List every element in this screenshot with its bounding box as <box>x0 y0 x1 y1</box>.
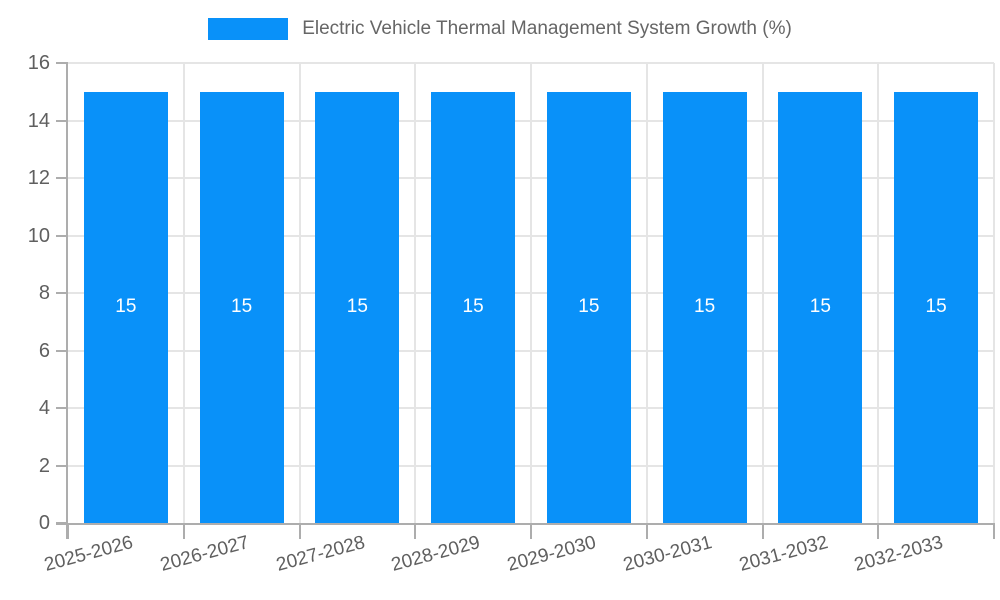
bar-value-label: 15 <box>809 296 831 318</box>
x-axis-tick <box>762 523 764 539</box>
x-axis-line <box>56 523 994 525</box>
bar[interactable]: 15 <box>894 91 979 523</box>
bar[interactable]: 15 <box>546 91 631 523</box>
legend-label: Electric Vehicle Thermal Management Syst… <box>302 18 792 39</box>
y-tick-label: 8 <box>38 282 50 304</box>
x-tick-label: 2031-2032 <box>736 532 830 576</box>
bar[interactable]: 15 <box>662 91 747 523</box>
x-axis-tick <box>646 523 648 539</box>
x-tick-label: 2028-2029 <box>389 532 483 576</box>
bar[interactable]: 15 <box>199 91 284 523</box>
y-axis-line <box>66 63 68 539</box>
y-axis-tick <box>56 234 68 237</box>
x-tick-label: 2027-2028 <box>273 532 367 576</box>
gridline-vertical <box>877 63 879 523</box>
gridline-vertical <box>183 63 185 523</box>
x-axis-tick <box>183 523 185 539</box>
y-tick-label: 0 <box>38 512 50 534</box>
bar[interactable]: 15 <box>315 91 400 523</box>
x-tick-label: 2026-2027 <box>157 532 252 576</box>
bar[interactable]: 15 <box>431 91 516 523</box>
x-axis-tick <box>299 523 301 539</box>
y-tick-label: 12 <box>27 167 50 189</box>
y-axis-tick <box>56 292 68 294</box>
gridline-vertical <box>414 63 416 523</box>
x-tick-label: 2030-2031 <box>620 532 715 576</box>
bar-value-label: 15 <box>346 296 368 318</box>
y-tick-label: 4 <box>38 397 50 419</box>
bar[interactable]: 15 <box>83 91 168 523</box>
gridline-vertical <box>762 63 764 523</box>
gridline-vertical <box>646 63 648 523</box>
legend-swatch-icon <box>208 18 289 40</box>
legend[interactable]: Electric Vehicle Thermal Management Syst… <box>0 18 1000 40</box>
gridline-horizontal <box>68 62 994 64</box>
y-axis-tick <box>56 177 68 179</box>
gridline-vertical <box>993 63 995 523</box>
x-axis-tick <box>67 523 69 539</box>
y-tick-label: 6 <box>38 339 50 362</box>
bar[interactable]: 15 <box>778 91 863 523</box>
y-tick-label: 10 <box>27 224 50 247</box>
x-tick-label: 2032-2033 <box>852 532 946 576</box>
y-axis-tick <box>56 464 68 467</box>
gridline-vertical <box>530 63 532 523</box>
x-tick-label: 2025-2026 <box>42 532 136 576</box>
y-tick-label: 16 <box>27 52 50 74</box>
y-tick-label: 2 <box>38 454 50 477</box>
y-axis-tick <box>56 407 68 409</box>
plot-area: 0 2 4 6 8 10 12 14 16 15 15 15 15 15 15 15 15 2025-2026 20… <box>28 52 995 576</box>
gridline-vertical <box>299 63 301 523</box>
y-tick-label: 14 <box>27 109 50 132</box>
x-axis-tick <box>414 523 416 539</box>
x-axis-tick <box>993 523 995 539</box>
y-axis-tick <box>56 349 68 352</box>
y-axis-tick <box>56 119 68 122</box>
bar-value-label: 15 <box>462 296 484 318</box>
y-axis-tick <box>56 62 68 64</box>
x-axis-tick <box>530 523 532 539</box>
bar-value-label: 15 <box>694 296 716 318</box>
y-axis-tick <box>56 522 68 524</box>
bar-value-label: 15 <box>115 296 137 318</box>
bar-value-label: 15 <box>231 296 253 318</box>
x-axis-tick <box>877 523 879 539</box>
bar-value-label: 15 <box>925 296 947 318</box>
x-tick-label: 2029-2030 <box>505 532 599 576</box>
bar-value-label: 15 <box>578 296 600 318</box>
